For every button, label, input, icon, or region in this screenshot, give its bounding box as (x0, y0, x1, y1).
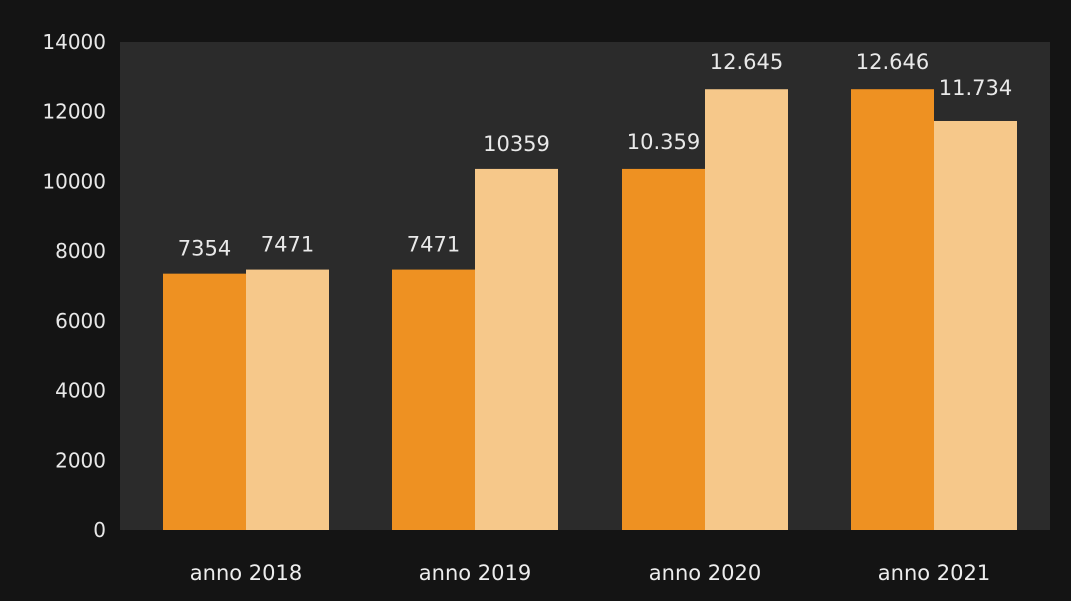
data-label: 10.359 (627, 130, 700, 154)
y-tick-label: 14000 (42, 30, 106, 54)
data-label: 12.645 (710, 50, 783, 74)
bar-series-2-anno-2019 (475, 168, 558, 530)
y-tick-label: 0 (93, 518, 106, 542)
y-axis: 0 2000 4000 6000 8000 10000 12000 14000 (42, 30, 106, 542)
y-tick-label: 4000 (55, 379, 106, 403)
data-label: 11.734 (939, 76, 1012, 100)
x-tick-label: anno 2021 (878, 561, 990, 585)
bar-series-2-anno-2018 (246, 269, 329, 530)
data-label: 10359 (483, 132, 550, 156)
x-tick-label: anno 2018 (190, 561, 302, 585)
x-tick-label: anno 2019 (419, 561, 531, 585)
y-tick-label: 8000 (55, 239, 106, 263)
y-tick-label: 10000 (42, 169, 106, 193)
bar-series-1-anno-2020 (622, 168, 705, 530)
y-tick-label: 6000 (55, 309, 106, 333)
y-tick-label: 2000 (55, 448, 106, 472)
bar-series-2-anno-2021 (934, 120, 1017, 531)
y-tick-label: 12000 (42, 100, 106, 124)
data-label: 7471 (407, 233, 460, 257)
data-label: 12.646 (856, 50, 929, 74)
bars-group (163, 89, 1017, 531)
data-labels-group: 7354 7471 10.359 12.646 7471 10359 12.645 11.73… (178, 50, 1012, 260)
data-label: 7471 (261, 233, 314, 257)
bar-series-1-anno-2021 (851, 89, 934, 531)
data-label: 7354 (178, 237, 231, 261)
bar-series-2-anno-2020 (705, 89, 788, 530)
bar-series-1-anno-2018 (163, 273, 246, 530)
bar-series-1-anno-2019 (392, 269, 475, 530)
x-axis: anno 2018 anno 2019 anno 2020 anno 2021 (190, 561, 990, 585)
x-tick-label: anno 2020 (649, 561, 761, 585)
